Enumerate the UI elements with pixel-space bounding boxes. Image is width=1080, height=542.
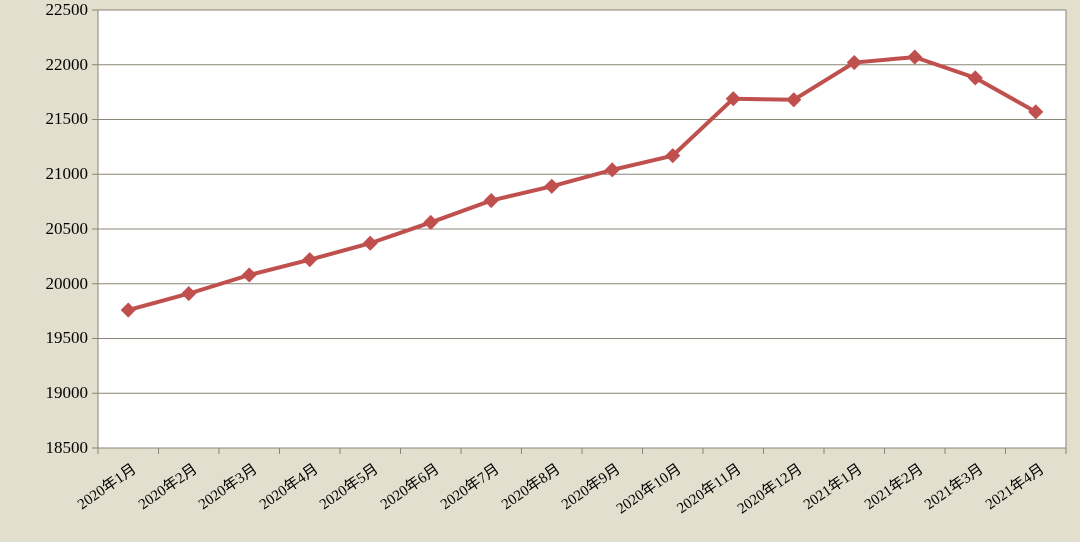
line-chart: 18500 19000 19500 20000 20500 21000 21500 22000… (0, 0, 1080, 542)
series-marker (485, 194, 498, 207)
series-marker (364, 237, 377, 250)
y-tick-label: 18500 (46, 438, 89, 458)
series-marker (303, 253, 316, 266)
y-tick-label: 21500 (46, 109, 89, 129)
y-tick-label: 22500 (46, 0, 89, 20)
series-line (128, 57, 1036, 310)
y-tick-label: 20500 (46, 219, 89, 239)
series-marker (545, 180, 558, 193)
series-marker (122, 304, 135, 317)
y-tick-label: 22000 (46, 55, 89, 75)
y-tick-label: 19500 (46, 328, 89, 348)
y-tick-label: 21000 (46, 164, 89, 184)
y-tick-label: 20000 (46, 274, 89, 294)
series-marker (243, 268, 256, 281)
series-marker (424, 216, 437, 229)
series-marker (908, 51, 921, 64)
series-marker (182, 287, 195, 300)
y-tick-label: 19000 (46, 383, 89, 403)
